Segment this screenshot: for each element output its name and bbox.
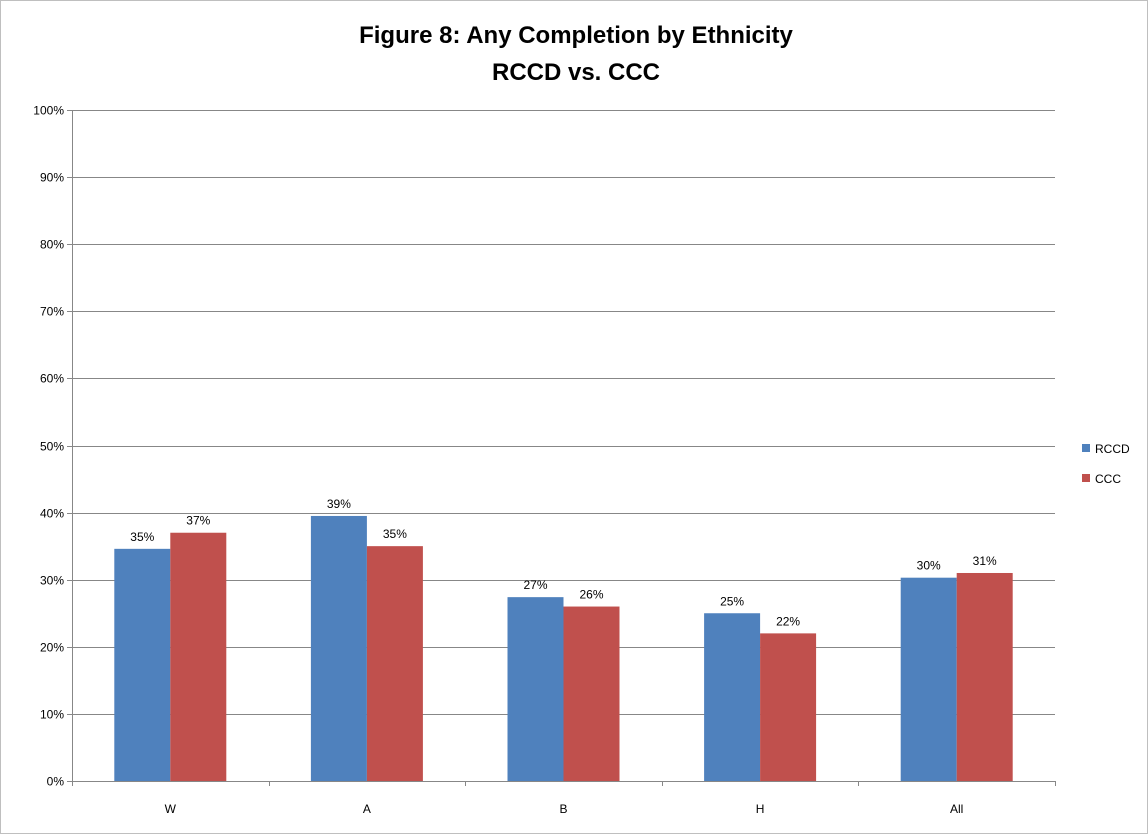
- x-tick-label: A: [363, 802, 371, 816]
- bar-ccc-b: [563, 606, 620, 781]
- x-tick-label: W: [165, 802, 177, 816]
- legend-swatch-rccd: [1082, 444, 1090, 452]
- data-label-rccd-a: 39%: [327, 497, 351, 511]
- data-label-ccc-all: 31%: [973, 554, 997, 568]
- y-tick-label: 70%: [40, 305, 64, 319]
- data-label-ccc-b: 26%: [579, 588, 603, 602]
- data-label-rccd-all: 30%: [917, 559, 941, 573]
- data-labels: 35% 37% 39% 35% 27% 26% 25% 22% 30% 31%: [130, 497, 997, 628]
- data-label-rccd-w: 35%: [130, 530, 154, 544]
- y-tick-label: 10%: [40, 708, 64, 722]
- bar-rccd-w: [114, 548, 171, 781]
- y-tick-label: 80%: [40, 238, 64, 252]
- data-label-rccd-b: 27%: [523, 578, 547, 592]
- y-tick-label: 60%: [40, 372, 64, 386]
- y-tick-label: 100%: [33, 104, 64, 118]
- y-tick-label: 20%: [40, 641, 64, 655]
- y-tick-label: 40%: [40, 507, 64, 521]
- bar-ccc-h: [760, 633, 817, 781]
- legend: RCCD CCC: [1082, 442, 1130, 486]
- y-tick-label: 0%: [47, 775, 65, 789]
- axes: 0% 10% 20% 30% 40% 50% 60% 70% 80% 90% 100% W A B H All: [33, 104, 1056, 816]
- chart-title-line-2: RCCD vs. CCC: [492, 59, 660, 86]
- legend-swatch-ccc: [1082, 474, 1090, 482]
- bar-rccd-h: [704, 613, 761, 781]
- legend-label-ccc: CCC: [1095, 472, 1121, 486]
- bar-ccc-a: [366, 546, 423, 781]
- bar-rccd-all: [900, 577, 957, 781]
- y-tick-label: 30%: [40, 574, 64, 588]
- bar-rccd-a: [310, 515, 367, 781]
- x-tick-label: B: [559, 802, 567, 816]
- chart-title-line-1: Figure 8: Any Completion by Ethnicity: [359, 22, 793, 49]
- data-label-ccc-w: 37%: [186, 514, 210, 528]
- bar-ccc-all: [956, 572, 1013, 781]
- data-label-ccc-a: 35%: [383, 527, 407, 541]
- y-tick-label: 90%: [40, 171, 64, 185]
- gridlines: [72, 110, 1055, 715]
- data-label-rccd-h: 25%: [720, 594, 744, 608]
- legend-label-rccd: RCCD: [1095, 442, 1130, 456]
- x-tick-label: H: [756, 802, 765, 816]
- bar-rccd-b: [507, 597, 564, 781]
- bar-ccc-w: [170, 532, 227, 781]
- y-tick-label: 50%: [40, 440, 64, 454]
- data-label-ccc-h: 22%: [776, 614, 800, 628]
- bars: [114, 515, 1013, 781]
- x-tick-label: All: [950, 802, 963, 816]
